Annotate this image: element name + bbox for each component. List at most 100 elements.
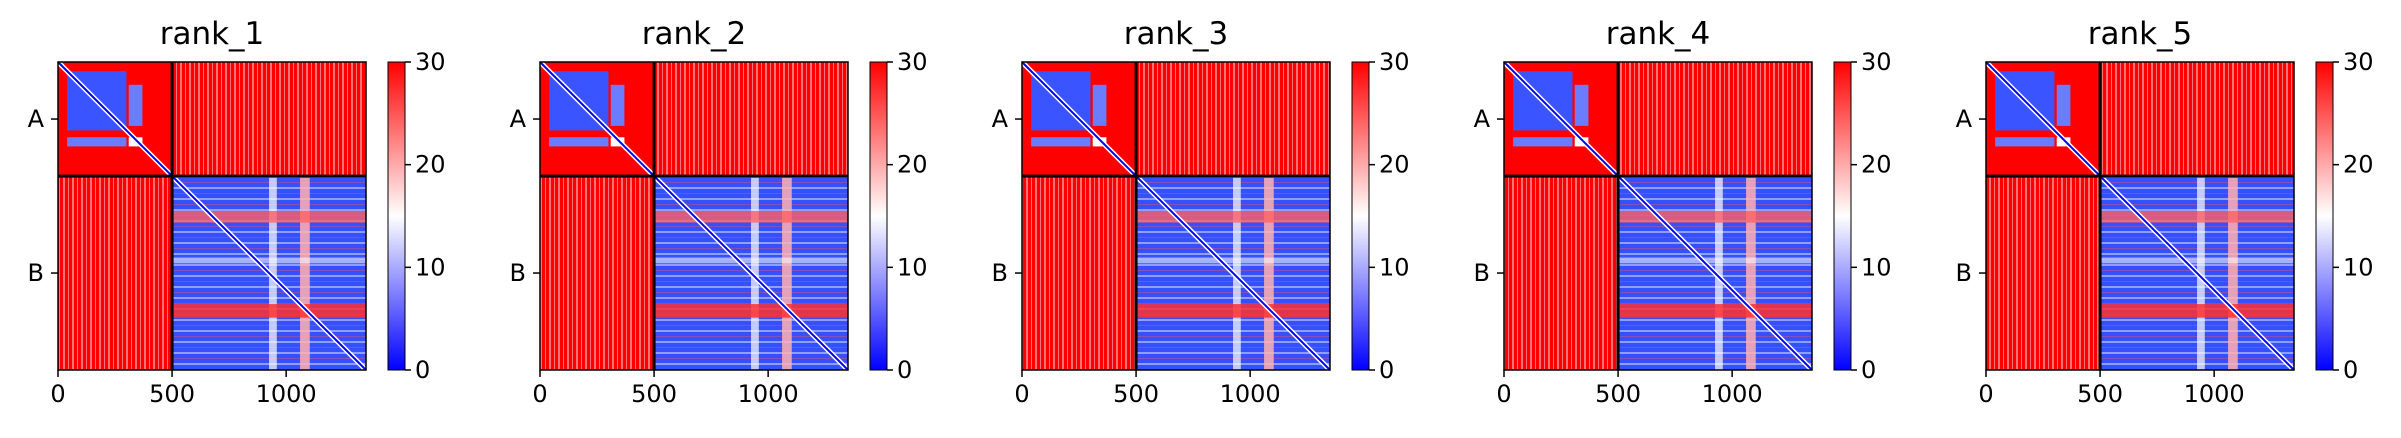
- domain-A3: [1031, 137, 1091, 147]
- colorbar: [1351, 61, 1370, 371]
- colorbar: [387, 61, 406, 371]
- x-tick-label: 0: [1496, 380, 1511, 408]
- colorbar: [1833, 61, 1852, 371]
- x-tick-label: 500: [1113, 380, 1159, 408]
- y-tick-label: B: [1956, 259, 1972, 287]
- colorbar-tick-label: 30: [2343, 48, 2374, 76]
- axes-frame: [1021, 61, 1331, 371]
- streak-horizontal-3: [1136, 257, 1330, 264]
- x-tick-label: 0: [50, 380, 65, 408]
- heatmap-panel-5: rank_5 0 500 1000 A B 0 10 20 30: [1956, 16, 2374, 408]
- y-tick-label: B: [28, 259, 44, 287]
- colorbar-tick-label: 0: [1861, 356, 1876, 384]
- colorbar: [2315, 61, 2334, 371]
- x-tick-label: 0: [1014, 380, 1029, 408]
- heatmap-panel-2: rank_2 0 500 1000 A B 0 10 20 30: [510, 16, 928, 408]
- domain-A3: [67, 137, 127, 147]
- x-tick-label: 1000: [738, 380, 799, 408]
- domain-A2: [1574, 84, 1589, 126]
- y-tick-label: B: [992, 259, 1008, 287]
- panel-title: rank_3: [1124, 16, 1229, 52]
- colorbar-tick-label: 10: [415, 253, 446, 281]
- streak-vertical: [1233, 176, 1241, 370]
- diagonal: [539, 61, 849, 371]
- heatmap-panel-1: rank_1 0 500 1000 A B 0 10 20 30: [28, 16, 446, 408]
- y-tick-label: B: [510, 259, 526, 287]
- colorbar-tick-label: 10: [897, 253, 928, 281]
- x-tick-label: 1000: [1702, 380, 1763, 408]
- x-tick-label: 1000: [2184, 380, 2245, 408]
- streak-horizontal: [1136, 210, 1330, 223]
- x-tick-label: 0: [532, 380, 547, 408]
- domain-A2: [128, 84, 143, 126]
- block-A-B: [2100, 62, 2294, 177]
- colorbar-tick-label: 0: [2343, 356, 2358, 384]
- axes-frame: [1985, 61, 2295, 371]
- colorbar-tick-label: 30: [1861, 48, 1892, 76]
- colorbar-tick-label: 20: [2343, 151, 2374, 179]
- axes-frame: [57, 61, 367, 371]
- x-tick-label: 1000: [256, 380, 317, 408]
- colorbar-tick-label: 10: [1861, 253, 1892, 281]
- streak-vertical: [1715, 176, 1723, 370]
- domain-A2: [610, 84, 625, 126]
- colorbar: [869, 61, 888, 371]
- colorbar-tick-label: 10: [2343, 253, 2374, 281]
- block-A-B: [1136, 62, 1330, 177]
- domain-A3: [1513, 137, 1573, 147]
- streak-vertical-2: [2228, 176, 2238, 370]
- axes-frame: [539, 61, 849, 371]
- diagonal: [1021, 61, 1331, 371]
- y-tick-label: A: [992, 105, 1009, 133]
- panel-title: rank_2: [642, 16, 747, 52]
- colorbar-tick-label: 10: [1379, 253, 1410, 281]
- streak-horizontal: [172, 210, 366, 223]
- block-A-B: [172, 62, 366, 177]
- streak-vertical-2: [300, 176, 310, 370]
- colorbar-tick-label: 0: [897, 356, 912, 384]
- streak-vertical: [751, 176, 759, 370]
- colorbar-tick-label: 30: [415, 48, 446, 76]
- panel-title: rank_1: [160, 16, 265, 52]
- streak-horizontal-2: [1136, 304, 1330, 318]
- y-tick-label: A: [1956, 105, 1973, 133]
- streak-horizontal-2: [2100, 304, 2294, 318]
- streak-vertical: [269, 176, 277, 370]
- axes-frame: [1503, 61, 1813, 371]
- x-tick-label: 1000: [1220, 380, 1281, 408]
- colorbar-tick-label: 20: [415, 151, 446, 179]
- diagonal: [57, 61, 367, 371]
- y-tick-label: A: [510, 105, 527, 133]
- streak-horizontal-3: [654, 257, 848, 264]
- y-tick-label: A: [1474, 105, 1491, 133]
- streak-vertical-2: [1746, 176, 1756, 370]
- block-B-A: [1986, 176, 2101, 370]
- x-tick-label: 500: [631, 380, 677, 408]
- colorbar-tick-label: 30: [1379, 48, 1410, 76]
- diagonal: [1985, 61, 2295, 371]
- streak-vertical: [2197, 176, 2205, 370]
- streak-horizontal: [2100, 210, 2294, 223]
- block-B-A: [1504, 176, 1619, 370]
- colorbar-tick-label: 0: [1379, 356, 1394, 384]
- x-tick-label: 500: [149, 380, 195, 408]
- panel-title: rank_4: [1606, 16, 1711, 52]
- y-tick-label: A: [28, 105, 45, 133]
- streak-horizontal-3: [172, 257, 366, 264]
- domain-A3: [549, 137, 609, 147]
- x-tick-label: 0: [1978, 380, 1993, 408]
- streak-horizontal-2: [172, 304, 366, 318]
- x-tick-label: 500: [2077, 380, 2123, 408]
- colorbar-tick-label: 20: [897, 151, 928, 179]
- diagonal: [1503, 61, 1813, 371]
- streak-horizontal-2: [654, 304, 848, 318]
- domain-A3: [1995, 137, 2055, 147]
- streak-horizontal-3: [1618, 257, 1812, 264]
- colorbar-tick-label: 0: [415, 356, 430, 384]
- streak-horizontal: [1618, 210, 1812, 223]
- y-tick-label: B: [1474, 259, 1490, 287]
- block-B-A: [58, 176, 173, 370]
- heatmap-panel-3: rank_3 0 500 1000 A B 0 10 20 30: [992, 16, 1410, 408]
- streak-horizontal-2: [1618, 304, 1812, 318]
